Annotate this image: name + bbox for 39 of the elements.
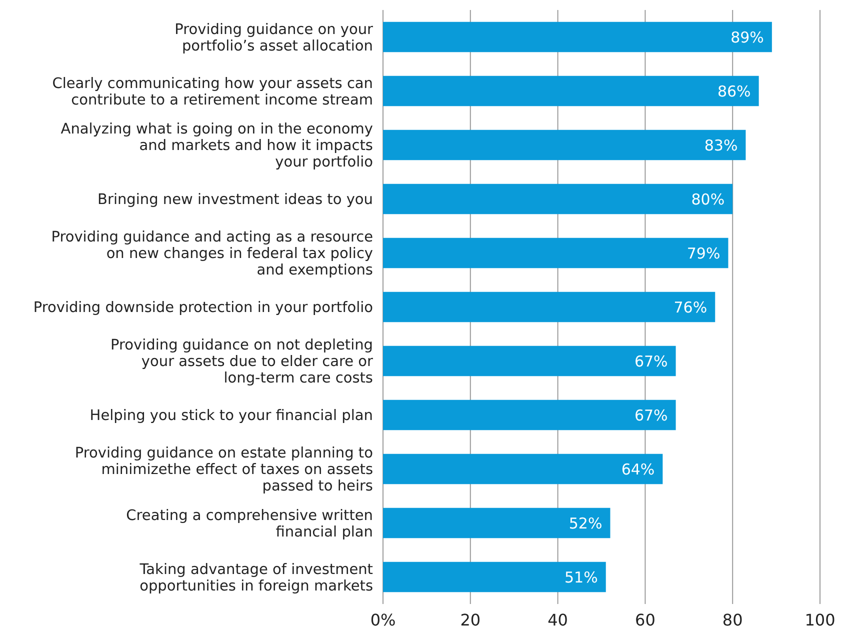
bar	[383, 22, 772, 52]
y-tick-label: Providing guidance and acting as a resource on new changes in federal tax policy and exemptions	[51, 230, 374, 279]
data-label: 67%	[634, 406, 668, 424]
data-label: 89%	[730, 28, 764, 46]
data-label: 86%	[717, 82, 751, 100]
y-tick-label: Providing guidance on your portfolio’s asset allocation	[174, 22, 374, 54]
data-label: 64%	[621, 460, 655, 478]
bar	[383, 400, 676, 430]
bar	[383, 76, 759, 106]
y-tick-label: Providing downside protection in your portfolio	[33, 300, 374, 316]
data-label: 79%	[686, 244, 720, 262]
data-label: 76%	[674, 298, 708, 316]
y-tick-label: Creating a comprehensive written financial plan	[126, 508, 373, 540]
y-tick-label: Clearly communicating how your assets can contribute to a retirement income stream	[52, 76, 373, 108]
bar	[383, 238, 728, 268]
data-label: 83%	[704, 136, 738, 154]
y-tick-label: Analyzing what is going on in the economy and markets and how it impacts your portfolio	[60, 122, 374, 171]
x-tick-label: 60	[635, 610, 656, 630]
x-tick-label: 40	[548, 610, 568, 630]
y-tick-label: Providing guidance on not depleting your assets due to elder care or long-term care costs	[110, 338, 374, 387]
bar	[383, 292, 716, 322]
bar	[383, 184, 733, 214]
x-tick-label: 100	[804, 610, 836, 630]
y-tick-label: Providing guidance on estate planning to minimizethe effect of taxes on assets passed to heirs	[74, 446, 374, 495]
x-tick-label: 0%	[370, 610, 396, 630]
bar	[383, 508, 610, 538]
x-tick-label: 20	[460, 610, 481, 630]
y-tick-label: Bringing new investment ideas to you	[98, 192, 373, 208]
x-tick-label: 80	[722, 610, 743, 630]
bar	[383, 130, 746, 160]
bar	[383, 454, 663, 484]
bar	[383, 346, 676, 376]
y-tick-label: Helping you stick to your financial plan	[90, 408, 373, 424]
y-tick-label: Taking advantage of investment opportunities in foreign markets	[138, 562, 374, 594]
data-label: 67%	[634, 352, 668, 370]
bar	[383, 562, 606, 592]
data-label: 51%	[564, 568, 598, 586]
data-label: 52%	[568, 514, 602, 532]
data-label: 80%	[691, 190, 725, 208]
